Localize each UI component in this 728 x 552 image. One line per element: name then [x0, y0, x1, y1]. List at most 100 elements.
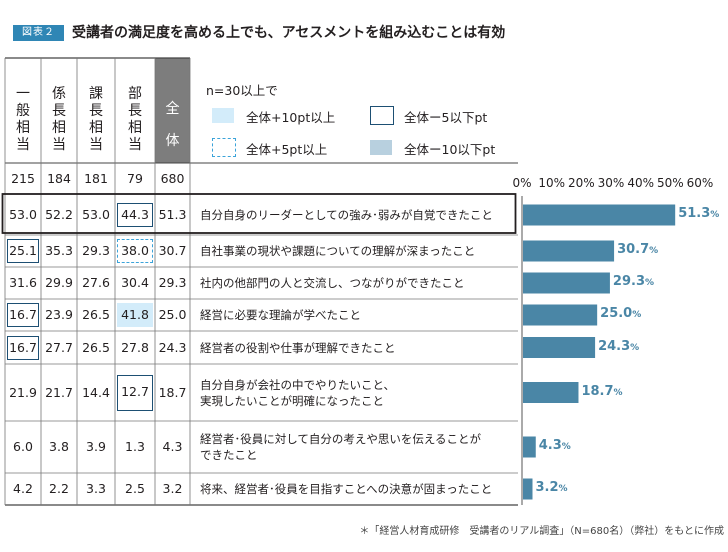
- row-label-line: 自社事業の現状や課題についての理解が深まったこと: [200, 244, 476, 258]
- row-label: 将来、経営者･役員を目指すことへの決意が固まったこと: [200, 481, 492, 497]
- row-label-line: できたこと: [200, 448, 258, 462]
- bar-value-unit: %: [649, 246, 659, 256]
- table-cell: 44.3: [117, 203, 153, 227]
- column-header: 部長相当: [128, 86, 142, 153]
- table-cell: 29.3: [158, 275, 187, 290]
- legend-swatch-dashed-frame: [212, 138, 236, 157]
- bar-value-number: 3.2: [535, 480, 559, 495]
- table-cell: 3.2: [162, 481, 183, 496]
- bar-value-label: 29.3%: [613, 274, 654, 289]
- header-all-bg: [155, 58, 190, 163]
- bar-value-unit: %: [710, 210, 720, 220]
- bar-axis-tick: 30%: [597, 176, 625, 190]
- legend-text-light-fill: 全体+10pt以上: [246, 110, 336, 125]
- legend-note: n=30以上で: [206, 83, 278, 98]
- table-cell: 3.9: [86, 439, 106, 454]
- row-label-line: 経営者の役割や仕事が理解できたこと: [200, 340, 396, 355]
- bar-axis-tick: 10%: [538, 176, 565, 190]
- row-label-line: 自分自身のリーダーとしての強み･弱みが自覚できたこと: [200, 208, 493, 222]
- table-cell: 27.7: [45, 339, 73, 355]
- column-n-count: 680: [160, 171, 185, 186]
- bar-value-label: 30.7%: [617, 242, 658, 257]
- bar-value-label: 25.0%: [600, 306, 641, 321]
- legend-text-dashed-frame: 全体+5pt以上: [246, 142, 328, 157]
- table-cell: 31.6: [9, 275, 37, 290]
- column-n-count: 79: [127, 171, 143, 186]
- table-cell: 4.3: [162, 439, 183, 454]
- table-cell: 1.3: [125, 439, 145, 454]
- bar-value-label: 3.2%: [535, 480, 567, 495]
- bar-value-label: 24.3%: [598, 339, 639, 354]
- table-cell: 4.2: [13, 481, 33, 496]
- bar-value-label: 51.3%: [678, 206, 719, 221]
- table-cell: 27.8: [121, 339, 149, 355]
- bar-value-number: 51.3: [678, 206, 711, 221]
- bar-value-number: 29.3: [612, 274, 645, 289]
- row-label-line: 実現したいことが明確になったこと: [200, 393, 384, 408]
- row-label-line: 経営に必要な理論が学べたこと: [200, 308, 361, 322]
- table-cell: 6.0: [13, 439, 33, 454]
- bar: [523, 304, 598, 326]
- row-label-line: 自分自身が会社の中でやりたいこと、: [200, 377, 396, 392]
- table-cell: 30.4: [121, 275, 149, 290]
- row-label: 自分自身のリーダーとしての強み･弱みが自覚できたこと: [200, 207, 493, 223]
- table-cell: 16.7: [7, 335, 39, 360]
- table-cell: 24.3: [158, 339, 187, 355]
- column-header: 全体: [165, 101, 180, 149]
- table-cell: 38.0: [117, 239, 153, 263]
- table-cell: 21.9: [9, 384, 37, 400]
- table-cell: 35.3: [45, 243, 73, 258]
- row-label: 経営者･役員に対して自分の考えや思いを伝えることが できたこと: [200, 431, 481, 463]
- bar-value-number: 18.7: [581, 383, 614, 399]
- bar-value-number: 30.7: [617, 242, 650, 257]
- table-cell: 14.4: [82, 384, 110, 400]
- figure-title: 受講者の満足度を高める上でも、アセスメントを組み込むことは有効: [72, 25, 506, 41]
- table-cell: 12.7: [117, 374, 153, 411]
- bar-value-label: 18.7%: [581, 384, 622, 399]
- legend-swatch-light-fill: [212, 108, 234, 123]
- bar-axis-tick: 40%: [627, 176, 654, 190]
- table-cell: 51.3: [158, 207, 187, 222]
- table-cell: 53.0: [82, 207, 110, 222]
- bar: [523, 436, 536, 458]
- table-cell: 3.3: [86, 481, 106, 496]
- bar-axis-tick: 60%: [686, 176, 714, 190]
- table-cell: 25.0: [158, 307, 187, 322]
- row-label-line: 将来、経営者･役員を目指すことへの決意が固まったこと: [200, 482, 493, 496]
- bar-value-unit: %: [645, 278, 655, 288]
- legend-swatch-grey-fill: [370, 140, 392, 155]
- table-cell: 16.7: [7, 303, 39, 327]
- bar: [523, 337, 596, 358]
- bar-axis-tick: 50%: [656, 176, 684, 190]
- table-cell: 18.7: [158, 384, 187, 400]
- bar-value-number: 24.3: [598, 338, 631, 354]
- table-cell: 2.5: [125, 481, 145, 496]
- bar-value-unit: %: [630, 342, 640, 353]
- row-label: 経営に必要な理論が学べたこと: [200, 307, 361, 323]
- table-cell: 3.8: [49, 439, 69, 454]
- table-cell: 53.0: [9, 207, 37, 222]
- row-label: 経営者の役割や仕事が理解できたこと: [200, 340, 396, 356]
- column-n-count: 181: [84, 171, 108, 186]
- figure-tag: 図表２: [13, 25, 64, 41]
- highlighted-row-frame: [1, 193, 517, 234]
- bar-value-number: 4.3: [538, 438, 562, 453]
- row-label: 社内の他部門の人と交流し、つながりができたこと: [200, 275, 465, 291]
- table-cell: 29.3: [82, 243, 110, 258]
- bar-value-unit: %: [561, 442, 571, 452]
- table-cell: 26.5: [82, 307, 110, 322]
- table-cell: 25.1: [7, 239, 39, 263]
- column-n-count: 184: [47, 171, 71, 186]
- column-header: 係長相当: [52, 86, 66, 153]
- row-label: 自分自身が会社の中でやりたいこと、 実現したいことが明確になったこと: [200, 377, 395, 409]
- bar: [523, 382, 579, 403]
- bar-value-label: 4.3%: [539, 438, 571, 453]
- row-label-line: 社内の他部門の人と交流し、つながりができたこと: [200, 276, 465, 290]
- bar: [523, 272, 610, 294]
- legend-swatch-dark-frame: [370, 106, 394, 125]
- bar-axis-tick: 20%: [567, 176, 595, 190]
- row-label: 自社事業の現状や課題についての理解が深まったこと: [200, 243, 475, 259]
- bar: [523, 478, 533, 500]
